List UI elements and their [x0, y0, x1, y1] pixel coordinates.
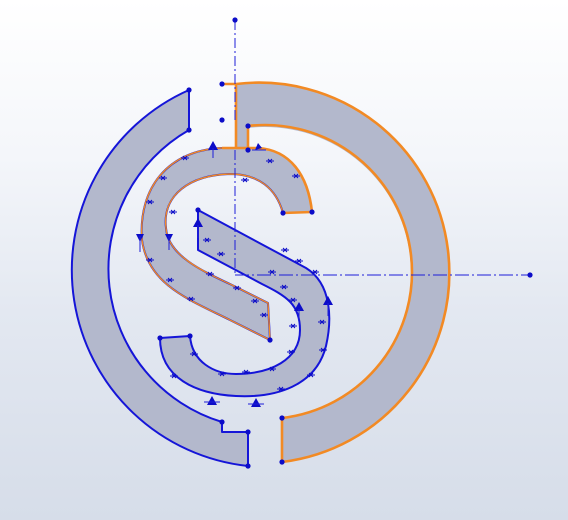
relation-markers: [146, 155, 327, 392]
axis-right-endpoint: [527, 272, 533, 278]
axis-top-endpoint: [232, 17, 238, 23]
sketch-points[interactable]: [157, 81, 315, 469]
dollar-s-shape[interactable]: [140, 146, 331, 398]
left-ring-segment[interactable]: [70, 89, 249, 467]
spline-handle-arrows[interactable]: [136, 141, 333, 407]
sketch-axes: [232, 17, 533, 278]
